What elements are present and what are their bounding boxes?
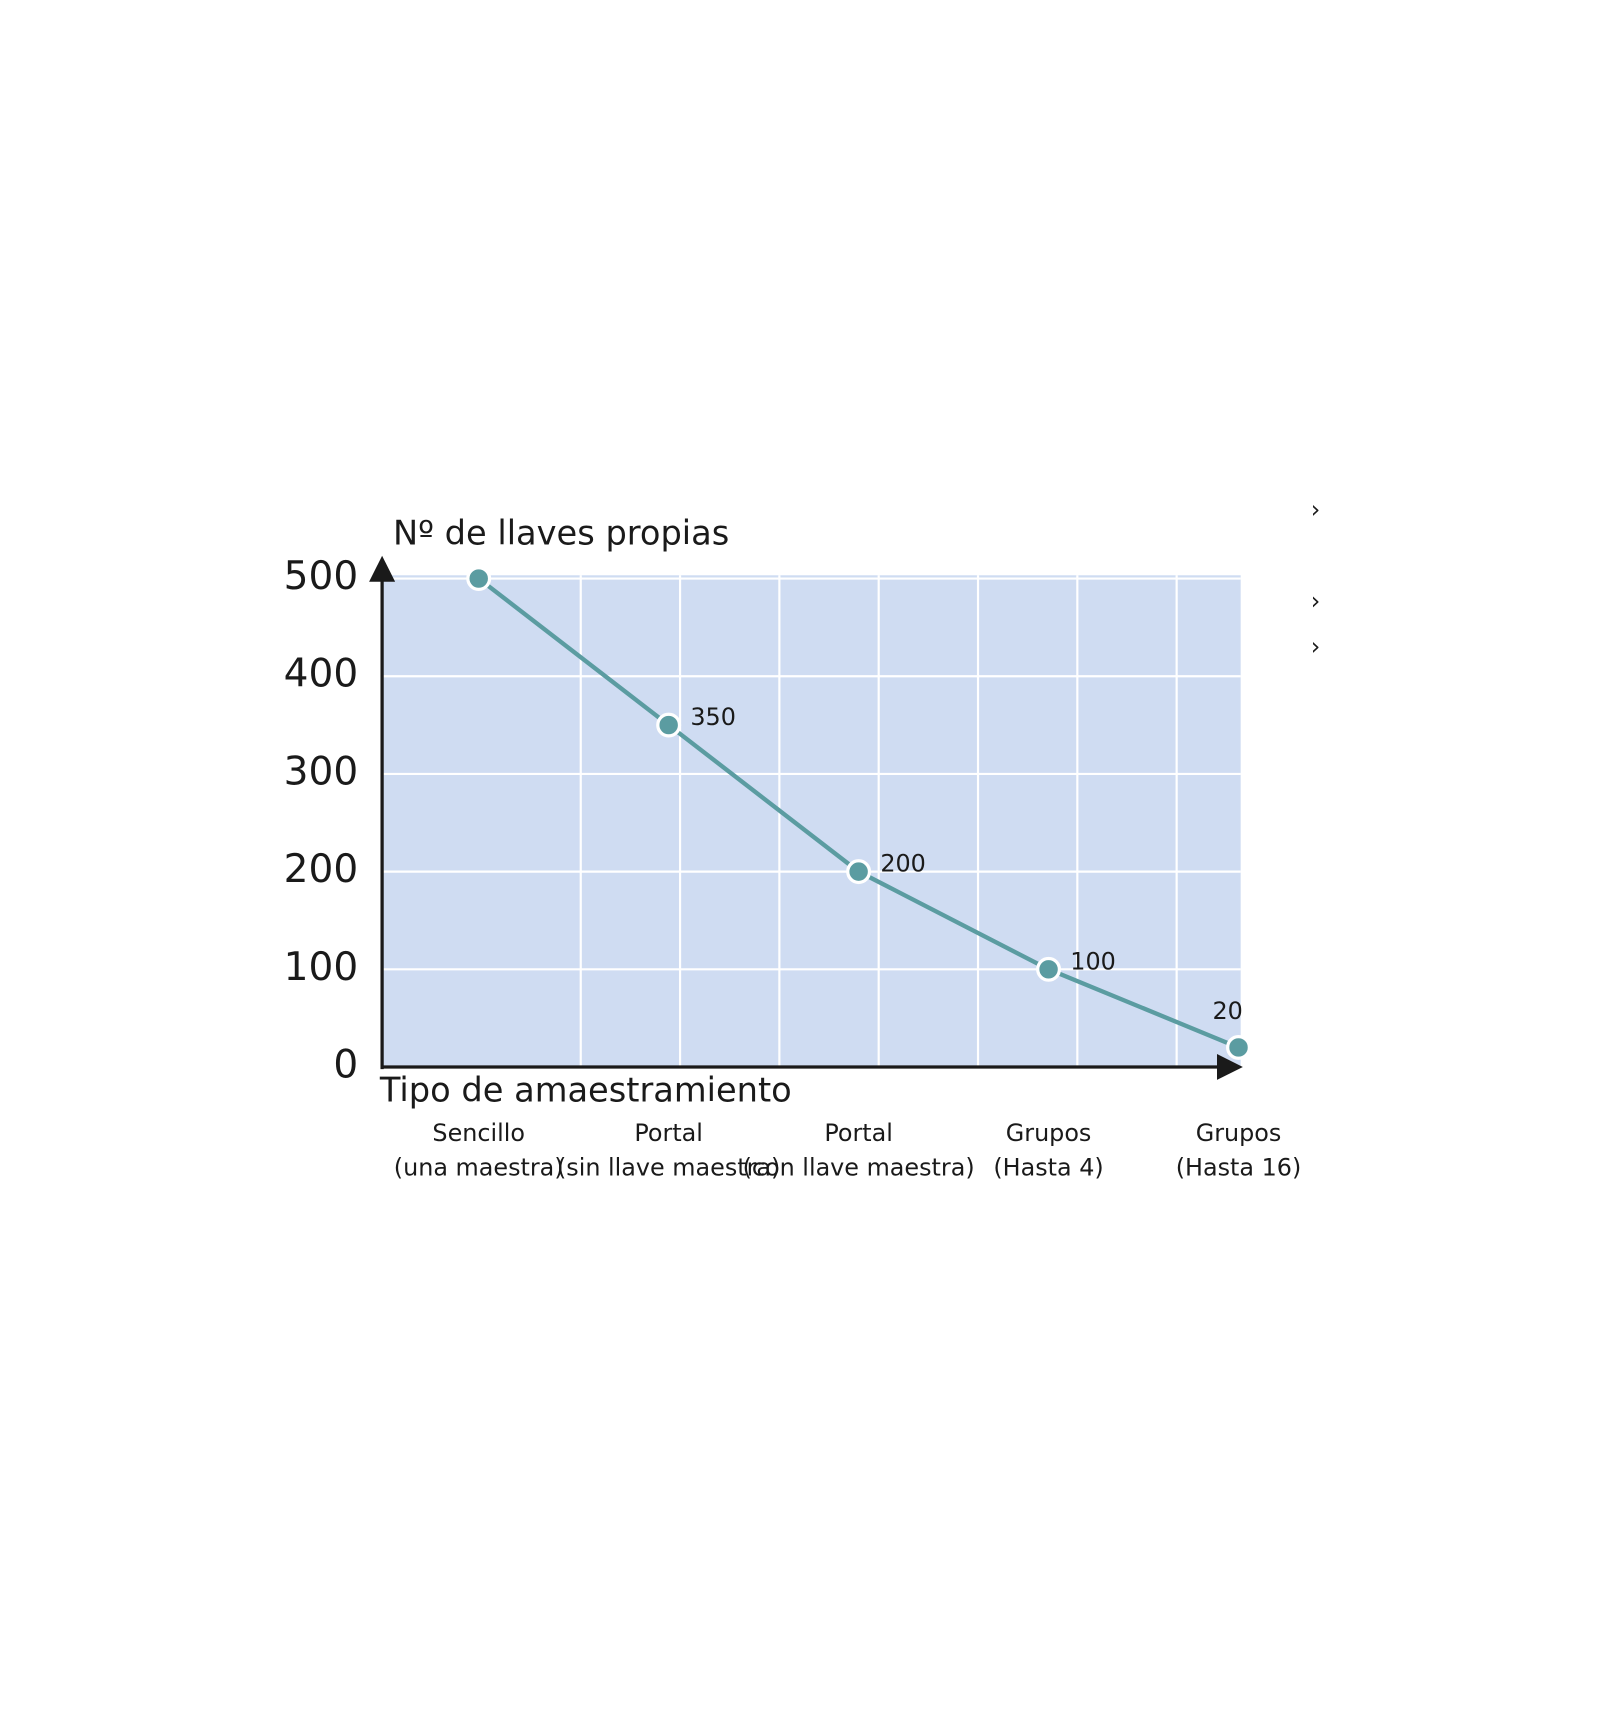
y-axis-label: Nº de llaves propias: [393, 514, 729, 553]
data-point: [1226, 1034, 1251, 1060]
x-axis-label: Tipo de amaestramiento: [379, 1070, 792, 1109]
y-tick-label: 400: [284, 652, 359, 697]
y-tick-label: 200: [284, 847, 359, 892]
data-point: [846, 859, 872, 885]
data-label: 20: [1212, 997, 1242, 1025]
x-tick-label: Portal: [824, 1119, 893, 1147]
data-point: [656, 712, 682, 738]
y-tick-label: 500: [284, 554, 359, 599]
data-label: 100: [1070, 947, 1116, 975]
x-tick-label: (sin llave maestra): [557, 1154, 780, 1182]
annotation: ›: [1311, 496, 1321, 524]
x-tick-label: Portal: [634, 1119, 703, 1147]
x-tick-label: (una maestra): [394, 1154, 564, 1182]
data-point: [1036, 956, 1062, 982]
x-tick-label: (Hasta 16): [1176, 1154, 1302, 1182]
x-tick-label: Grupos: [1006, 1119, 1092, 1147]
data-label: 350: [690, 703, 736, 731]
annotation: ›: [1311, 587, 1321, 615]
x-tick-label: Grupos: [1196, 1119, 1282, 1147]
data-label: 200: [880, 850, 926, 878]
annotation: ›: [1311, 633, 1321, 661]
x-tick-label: (con llave maestra): [743, 1154, 975, 1182]
y-tick-label: 100: [284, 945, 359, 990]
x-tick-label: Sencillo: [432, 1119, 525, 1147]
data-point: [466, 566, 492, 592]
y-tick-label: 300: [284, 749, 359, 794]
x-tick-label: (Hasta 4): [993, 1154, 1103, 1182]
y-tick-label: 0: [333, 1042, 358, 1087]
plot-background: [382, 575, 1241, 1067]
